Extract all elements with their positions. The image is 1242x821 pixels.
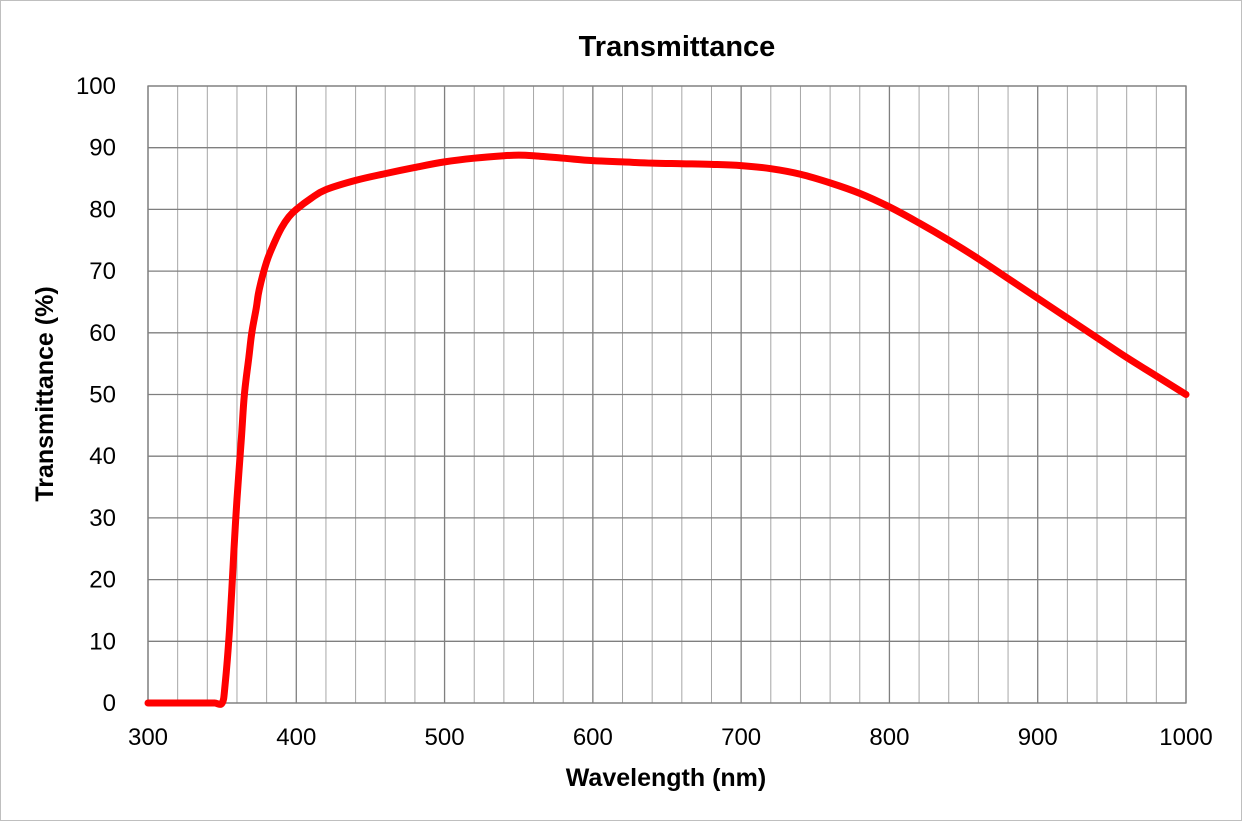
- chart-title: Transmittance: [579, 31, 776, 63]
- transmittance-series-line: [144, 151, 1190, 708]
- y-axis-label: Transmittance (%): [31, 286, 59, 501]
- y-axis-ticks: 0 10 20 30 40 50 60 70 80 90 100: [76, 73, 116, 717]
- x-tick-label: 1000: [1159, 724, 1212, 751]
- y-tick-label: 70: [89, 258, 116, 285]
- x-tick-label: 900: [1018, 724, 1058, 751]
- x-tick-label: 600: [573, 724, 613, 751]
- x-tick-label: 700: [721, 724, 761, 751]
- series-layer: [144, 151, 1190, 708]
- y-tick-label: 30: [89, 505, 116, 532]
- y-tick-label: 60: [89, 320, 116, 347]
- x-tick-label: 300: [128, 724, 168, 751]
- x-axis-ticks: 300 400 500 600 700 800 900 1000: [128, 724, 1213, 751]
- y-tick-label: 10: [89, 628, 116, 655]
- x-axis-label: Wavelength (nm): [566, 764, 766, 792]
- y-tick-label: 50: [89, 382, 116, 409]
- y-tick-label: 100: [76, 73, 116, 100]
- y-tick-label: 80: [89, 196, 116, 223]
- grid-lines: [147, 85, 1187, 704]
- x-tick-label: 400: [276, 724, 316, 751]
- y-tick-label: 90: [89, 135, 116, 162]
- x-tick-label: 500: [425, 724, 465, 751]
- y-tick-label: 0: [103, 690, 116, 717]
- y-tick-label: 40: [89, 443, 116, 470]
- x-tick-label: 800: [869, 724, 909, 751]
- y-tick-label: 20: [89, 567, 116, 594]
